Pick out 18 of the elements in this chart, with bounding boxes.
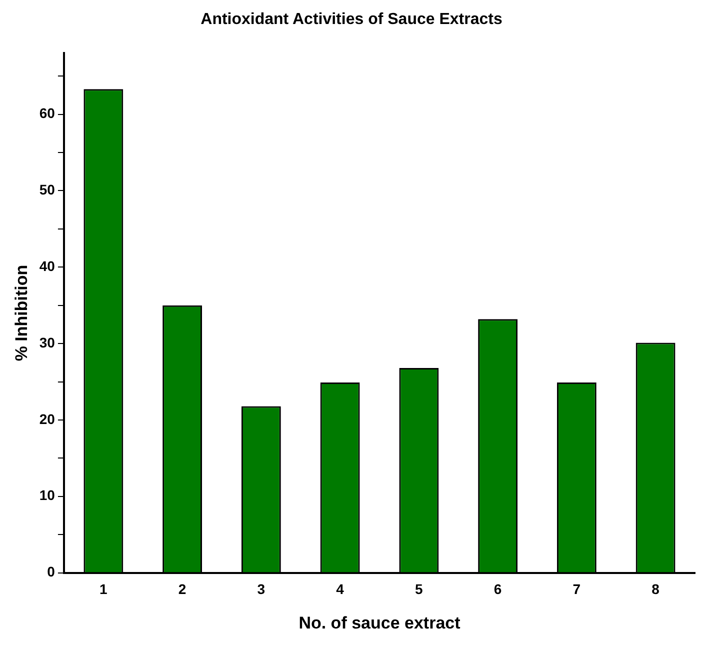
x-tick-label: 8 [652,581,660,598]
y-tick-label: 10 [39,487,56,504]
x-tick-label: 4 [336,581,344,598]
y-tick-label: 0 [47,564,56,580]
y-tick-label: 20 [39,410,56,427]
y-tick-label: 30 [39,334,56,350]
y-tick-label: 60 [39,105,56,122]
y-axis-title: % Inhibition [12,264,31,362]
x-tick-label: 2 [178,581,186,598]
x-tick-label: 7 [572,581,581,598]
x-tick-label: 3 [257,581,266,598]
y-tick-label: 50 [39,182,56,198]
x-tick-label: 1 [100,581,108,598]
y-tick-label: 40 [39,258,56,274]
x-tick-label: 6 [494,581,502,598]
x-tick-label: 5 [415,581,424,598]
x-axis-title: No. of sauce extract [298,613,461,632]
chart-title: Antioxidant Activities of Sauce Extracts [200,11,502,28]
